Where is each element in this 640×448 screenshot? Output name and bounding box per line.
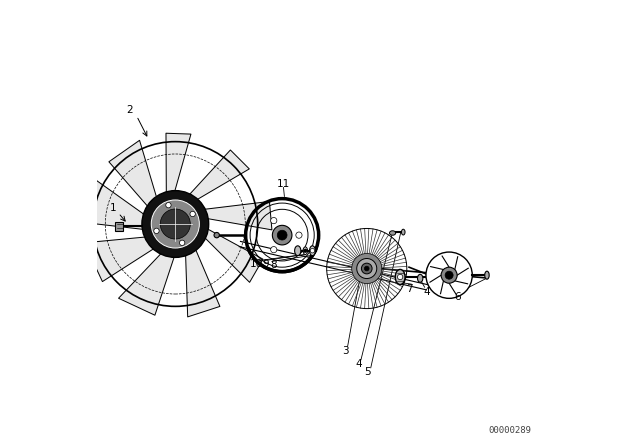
Circle shape [154, 228, 159, 233]
Circle shape [426, 252, 472, 298]
Circle shape [303, 249, 307, 253]
Circle shape [160, 209, 190, 239]
Circle shape [179, 240, 185, 246]
Text: 7: 7 [406, 284, 412, 293]
Circle shape [142, 190, 209, 258]
Text: 6: 6 [454, 293, 461, 302]
Text: 3: 3 [342, 346, 349, 356]
Circle shape [271, 246, 277, 253]
Text: 00000289: 00000289 [488, 426, 531, 435]
Polygon shape [84, 237, 154, 281]
Circle shape [362, 263, 372, 274]
Text: 11: 11 [277, 179, 290, 189]
Ellipse shape [417, 274, 423, 282]
Polygon shape [202, 228, 263, 282]
Polygon shape [118, 251, 175, 315]
Circle shape [364, 266, 369, 271]
Circle shape [352, 254, 382, 284]
Circle shape [190, 211, 195, 217]
Circle shape [151, 200, 199, 248]
Polygon shape [188, 150, 250, 201]
Text: 4: 4 [355, 359, 362, 369]
Circle shape [296, 232, 302, 238]
Ellipse shape [396, 269, 405, 284]
Ellipse shape [484, 271, 489, 279]
Polygon shape [109, 140, 157, 207]
Circle shape [356, 258, 377, 279]
FancyBboxPatch shape [115, 222, 124, 231]
Circle shape [310, 249, 315, 253]
Text: 9: 9 [262, 259, 269, 269]
Circle shape [214, 233, 220, 238]
Polygon shape [203, 202, 272, 230]
Circle shape [273, 225, 292, 245]
Polygon shape [166, 133, 191, 194]
Circle shape [397, 274, 403, 280]
Circle shape [441, 267, 457, 283]
Text: 10: 10 [250, 259, 262, 269]
Ellipse shape [303, 247, 308, 254]
Ellipse shape [294, 246, 301, 256]
Circle shape [445, 271, 453, 279]
Ellipse shape [401, 229, 405, 235]
Circle shape [166, 202, 171, 208]
Text: 5: 5 [364, 367, 371, 377]
Circle shape [271, 217, 277, 224]
Circle shape [277, 230, 287, 240]
Polygon shape [84, 180, 147, 229]
Polygon shape [186, 249, 220, 317]
Ellipse shape [310, 246, 316, 256]
Text: 2: 2 [127, 105, 133, 116]
Text: 4: 4 [424, 287, 430, 297]
Ellipse shape [390, 231, 396, 235]
Text: 1: 1 [109, 203, 116, 213]
Text: 8: 8 [270, 260, 276, 270]
